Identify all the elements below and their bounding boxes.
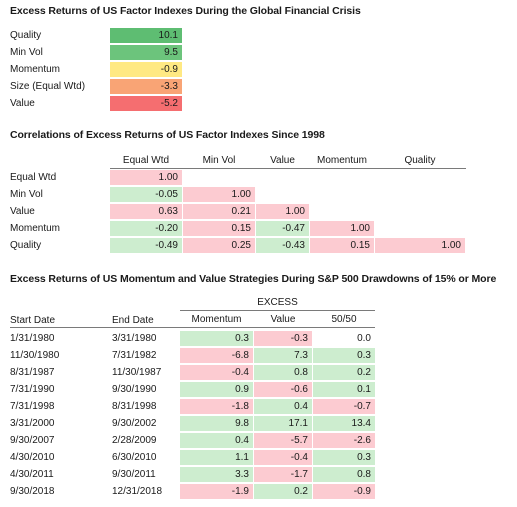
excess-value-cell: 0.4 <box>254 399 312 414</box>
corr-cell: -0.05 <box>110 187 182 202</box>
excess-momentum-cell: -6.8 <box>180 348 253 363</box>
corr-cell: -0.49 <box>110 238 182 253</box>
excess-momentum-cell: 0.3 <box>180 331 253 346</box>
corr-cell: 0.21 <box>183 204 255 219</box>
corr-row-label: Quality <box>10 240 42 251</box>
excess-value-cell: -0.4 <box>254 450 312 465</box>
corr-row-label: Momentum <box>10 223 61 234</box>
column-header-excess: 50/50 <box>331 314 357 325</box>
drawdown-start-date: 3/31/2000 <box>10 418 55 429</box>
excess-value-cell: -0.6 <box>254 382 312 397</box>
excess-fifty-cell: 0.1 <box>313 382 375 397</box>
drawdown-end-date: 9/30/2002 <box>112 418 157 429</box>
drawdown-end-date: 12/31/2018 <box>112 486 163 497</box>
drawdown-start-date: 8/31/1987 <box>10 367 55 378</box>
factor-value: 9.5 <box>110 45 182 60</box>
corr-row-label: Min Vol <box>10 189 43 200</box>
excess-momentum-cell: 0.9 <box>180 382 253 397</box>
section2-title: Correlations of Excess Returns of US Fac… <box>10 129 325 141</box>
excess-value-cell: -1.7 <box>254 467 312 482</box>
corr-cell: -0.47 <box>256 221 309 236</box>
corr-cell: 1.00 <box>310 221 374 236</box>
drawdown-end-date: 2/28/2009 <box>112 435 157 446</box>
drawdown-start-date: 7/31/1990 <box>10 384 55 395</box>
section3-title: Excess Returns of US Momentum and Value … <box>10 273 497 285</box>
excess-momentum-cell: 0.4 <box>180 433 253 448</box>
excess-fifty-cell: -0.9 <box>313 484 375 499</box>
excess-value-cell: -0.3 <box>254 331 312 346</box>
column-header-end: End Date <box>112 315 154 326</box>
column-header-underline <box>10 327 375 328</box>
excess-momentum-cell: -1.9 <box>180 484 253 499</box>
excess-underline <box>180 310 375 311</box>
excess-momentum-cell: -0.4 <box>180 365 253 380</box>
drawdown-end-date: 9/30/1990 <box>112 384 157 395</box>
corr-cell: 0.63 <box>110 204 182 219</box>
factor-value: -5.2 <box>110 96 182 111</box>
drawdown-end-date: 6/30/2010 <box>112 452 157 463</box>
excess-fifty-cell: 0.0 <box>313 331 375 346</box>
factor-label: Value <box>10 98 35 109</box>
corr-cell: 1.00 <box>256 204 309 219</box>
excess-fifty-cell: 0.2 <box>313 365 375 380</box>
corr-column-header: Value <box>270 155 295 166</box>
drawdown-end-date: 3/31/1980 <box>112 333 157 344</box>
corr-column-header: Equal Wtd <box>122 155 170 166</box>
column-header-excess: Value <box>270 314 296 325</box>
excess-momentum-cell: 3.3 <box>180 467 253 482</box>
factor-value: -3.3 <box>110 79 182 94</box>
drawdown-start-date: 9/30/2007 <box>10 435 55 446</box>
excess-fifty-cell: -2.6 <box>313 433 375 448</box>
drawdown-end-date: 7/31/1982 <box>112 350 157 361</box>
corr-cell: 0.15 <box>310 238 374 253</box>
section1-title: Excess Returns of US Factor Indexes Duri… <box>10 5 361 17</box>
header-underline <box>110 168 466 169</box>
corr-column-header: Momentum <box>316 155 367 166</box>
corr-cell: 1.00 <box>110 170 182 185</box>
corr-column-header: Quality <box>404 155 436 166</box>
drawdown-start-date: 11/30/1980 <box>10 350 60 361</box>
factor-label: Quality <box>10 30 42 41</box>
corr-row-label: Equal Wtd <box>10 172 57 183</box>
excess-fifty-cell: 0.3 <box>313 348 375 363</box>
corr-cell: 1.00 <box>375 238 465 253</box>
excess-fifty-cell: 0.8 <box>313 467 375 482</box>
excess-value-cell: 0.8 <box>254 365 312 380</box>
corr-cell: 0.25 <box>183 238 255 253</box>
drawdown-start-date: 7/31/1998 <box>10 401 55 412</box>
drawdown-end-date: 9/30/2011 <box>112 469 156 480</box>
corr-cell: -0.20 <box>110 221 182 236</box>
excess-group-header: EXCESS <box>257 297 298 308</box>
factor-label: Size (Equal Wtd) <box>10 81 86 92</box>
factor-value: -0.9 <box>110 62 182 77</box>
corr-cell: 0.15 <box>183 221 255 236</box>
excess-value-cell: 7.3 <box>254 348 312 363</box>
excess-fifty-cell: 13.4 <box>313 416 375 431</box>
excess-value-cell: 17.1 <box>254 416 312 431</box>
excess-fifty-cell: -0.7 <box>313 399 375 414</box>
excess-fifty-cell: 0.3 <box>313 450 375 465</box>
drawdown-end-date: 8/31/1998 <box>112 401 157 412</box>
excess-momentum-cell: 1.1 <box>180 450 253 465</box>
excess-value-cell: -5.7 <box>254 433 312 448</box>
excess-momentum-cell: -1.8 <box>180 399 253 414</box>
drawdown-start-date: 9/30/2018 <box>10 486 55 497</box>
corr-row-label: Value <box>10 206 35 217</box>
corr-column-header: Min Vol <box>202 155 236 166</box>
factor-value: 10.1 <box>110 28 182 43</box>
excess-momentum-cell: 9.8 <box>180 416 253 431</box>
corr-cell: -0.43 <box>256 238 309 253</box>
corr-cell: 1.00 <box>183 187 255 202</box>
drawdown-start-date: 4/30/2011 <box>10 469 54 480</box>
drawdown-start-date: 1/31/1980 <box>10 333 55 344</box>
drawdown-start-date: 4/30/2010 <box>10 452 55 463</box>
factor-label: Momentum <box>10 64 61 75</box>
excess-value-cell: 0.2 <box>254 484 312 499</box>
drawdown-end-date: 11/30/1987 <box>112 367 162 378</box>
column-header-start: Start Date <box>10 315 56 326</box>
column-header-excess: Momentum <box>191 314 242 325</box>
factor-label: Min Vol <box>10 47 43 58</box>
